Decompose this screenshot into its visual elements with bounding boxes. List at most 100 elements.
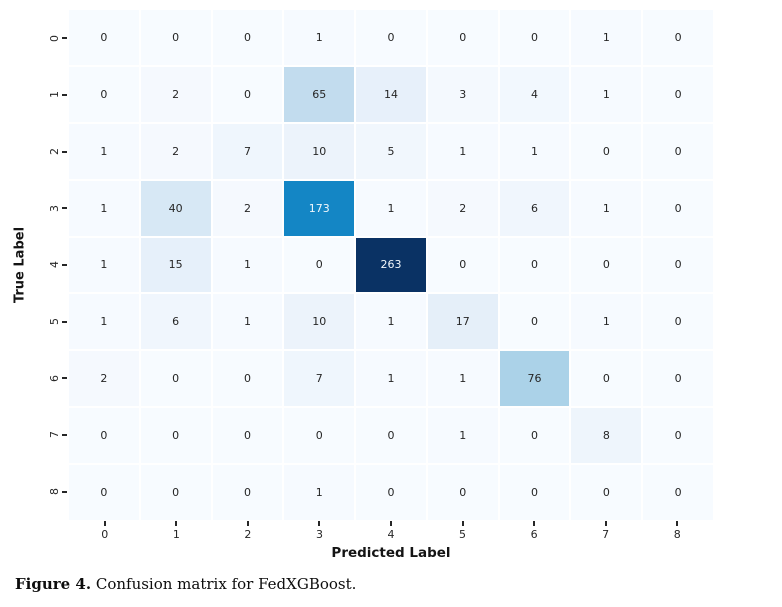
heatmap-cell-r2c6: 1 <box>499 123 570 179</box>
heatmap-cell-r5c2: 1 <box>212 294 283 350</box>
heatmap-cell-r8c7: 0 <box>571 465 642 520</box>
y-tick-5: 5 <box>34 293 67 350</box>
heatmap-cell-r0c8: 0 <box>643 10 713 65</box>
heatmap-cell-r7c7: 8 <box>571 408 642 464</box>
heatmap-cell-r0c1: 0 <box>140 10 211 65</box>
heatmap-cell-r7c4: 0 <box>356 408 426 464</box>
y-tick-1: 1 <box>34 67 67 124</box>
heatmap-cell-r1c6: 4 <box>499 66 570 122</box>
heatmap-cell-r8c2: 0 <box>212 465 283 520</box>
y-tick-4: 4 <box>34 237 67 294</box>
heatmap-cell-r1c3: 65 <box>284 66 355 122</box>
heatmap-cell-r7c3: 0 <box>284 408 355 464</box>
y-tick-0: 0 <box>34 10 67 67</box>
y-tick-mark <box>62 93 67 96</box>
y-axis-title: True Label <box>12 226 28 304</box>
heatmap-cell-r5c3: 10 <box>284 294 355 350</box>
heatmap-cell-r2c1: 2 <box>140 123 211 179</box>
y-tick-mark <box>62 37 67 40</box>
heatmap-cell-r0c2: 0 <box>212 10 283 65</box>
y-tick-mark <box>62 207 67 210</box>
heatmap-cell-r1c1: 2 <box>140 66 211 122</box>
heatmap-cell-r4c0: 1 <box>69 237 139 293</box>
heatmap-cell-r7c8: 0 <box>643 408 713 464</box>
y-tick-8: 8 <box>34 463 67 520</box>
heatmap-cell-r8c5: 0 <box>427 465 498 520</box>
heatmap-cell-r6c5: 1 <box>427 351 498 407</box>
heatmap-cell-r8c3: 1 <box>284 465 355 520</box>
y-tick-mark <box>62 433 67 436</box>
heatmap-cell-r7c0: 0 <box>69 408 139 464</box>
y-tick-mark <box>62 150 67 153</box>
heatmap-cell-r8c1: 0 <box>140 465 211 520</box>
heatmap-cell-r2c8: 0 <box>643 123 713 179</box>
x-tick-7: 7 <box>570 521 642 545</box>
x-tick-mark <box>389 521 392 526</box>
heatmap-cell-r6c6: 76 <box>499 351 570 407</box>
x-tick-2: 2 <box>212 521 284 545</box>
y-tick-mark <box>62 320 67 323</box>
heatmap-cell-r6c2: 0 <box>212 351 283 407</box>
y-tick-mark <box>62 490 67 493</box>
heatmap-cell-r3c1: 40 <box>140 180 211 236</box>
x-tick-mark <box>246 521 249 526</box>
y-tick-6: 6 <box>34 350 67 407</box>
heatmap-cell-r1c0: 0 <box>69 66 139 122</box>
x-tick-8: 8 <box>641 521 713 545</box>
heatmap-cell-r5c1: 6 <box>140 294 211 350</box>
x-tick-mark <box>461 521 464 526</box>
heatmap-cell-r4c1: 15 <box>140 237 211 293</box>
heatmap-cell-r6c1: 0 <box>140 351 211 407</box>
heatmap-grid: 0 0 0 1 0 0 0 1 0 0 2 0 65 14 3 4 1 0 1 2 7 10 5 1 1 0 0 1 40 2 173 1 2 6… <box>69 10 713 520</box>
heatmap-cell-r4c6: 0 <box>499 237 570 293</box>
x-tick-mark <box>604 521 607 526</box>
heatmap-cell-r6c7: 0 <box>571 351 642 407</box>
x-tick-mark <box>533 521 536 526</box>
heatmap-cell-r1c8: 0 <box>643 66 713 122</box>
y-tick-2: 2 <box>34 123 67 180</box>
heatmap-cell-r8c8: 0 <box>643 465 713 520</box>
x-tick-mark <box>676 521 679 526</box>
heatmap-cell-r6c8: 0 <box>643 351 713 407</box>
heatmap-cell-r5c7: 1 <box>571 294 642 350</box>
heatmap-cell-r0c4: 0 <box>356 10 426 65</box>
heatmap-cell-r0c6: 0 <box>499 10 570 65</box>
heatmap-cell-r7c6: 0 <box>499 408 570 464</box>
heatmap-cell-r4c5: 0 <box>427 237 498 293</box>
figure-caption-text: Confusion matrix for FedXGBoost. <box>91 575 357 593</box>
heatmap-cell-r5c5: 17 <box>427 294 498 350</box>
heatmap-cell-r8c6: 0 <box>499 465 570 520</box>
x-tick-0: 0 <box>69 521 141 545</box>
x-tick-mark <box>175 521 178 526</box>
heatmap-cell-r3c2: 2 <box>212 180 283 236</box>
heatmap-cell-r4c3: 0 <box>284 237 355 293</box>
heatmap-cell-r2c0: 1 <box>69 123 139 179</box>
heatmap-cell-r3c4: 1 <box>356 180 426 236</box>
heatmap-cell-r3c5: 2 <box>427 180 498 236</box>
heatmap-cell-r0c5: 0 <box>427 10 498 65</box>
x-tick-3: 3 <box>284 521 356 545</box>
heatmap-cell-r2c5: 1 <box>427 123 498 179</box>
figure-caption-label: Figure 4. <box>15 575 92 593</box>
y-tick-mark <box>62 263 67 266</box>
heatmap-cell-r1c5: 3 <box>427 66 498 122</box>
y-tick-3: 3 <box>34 180 67 237</box>
heatmap-cell-r4c4: 263 <box>356 237 426 293</box>
heatmap-cell-r7c1: 0 <box>140 408 211 464</box>
heatmap-cell-r2c7: 0 <box>571 123 642 179</box>
heatmap-cell-r5c6: 0 <box>499 294 570 350</box>
heatmap-cell-r2c3: 10 <box>284 123 355 179</box>
heatmap-cell-r3c3: 173 <box>284 180 355 236</box>
heatmap-cell-r6c4: 1 <box>356 351 426 407</box>
x-tick-6: 6 <box>498 521 570 545</box>
heatmap-cell-r7c2: 0 <box>212 408 283 464</box>
heatmap-cell-r7c5: 1 <box>427 408 498 464</box>
heatmap-cell-r3c8: 0 <box>643 180 713 236</box>
heatmap-cell-r3c7: 1 <box>571 180 642 236</box>
heatmap-cell-r4c8: 0 <box>643 237 713 293</box>
heatmap-cell-r3c0: 1 <box>69 180 139 236</box>
heatmap-cell-r8c0: 0 <box>69 465 139 520</box>
